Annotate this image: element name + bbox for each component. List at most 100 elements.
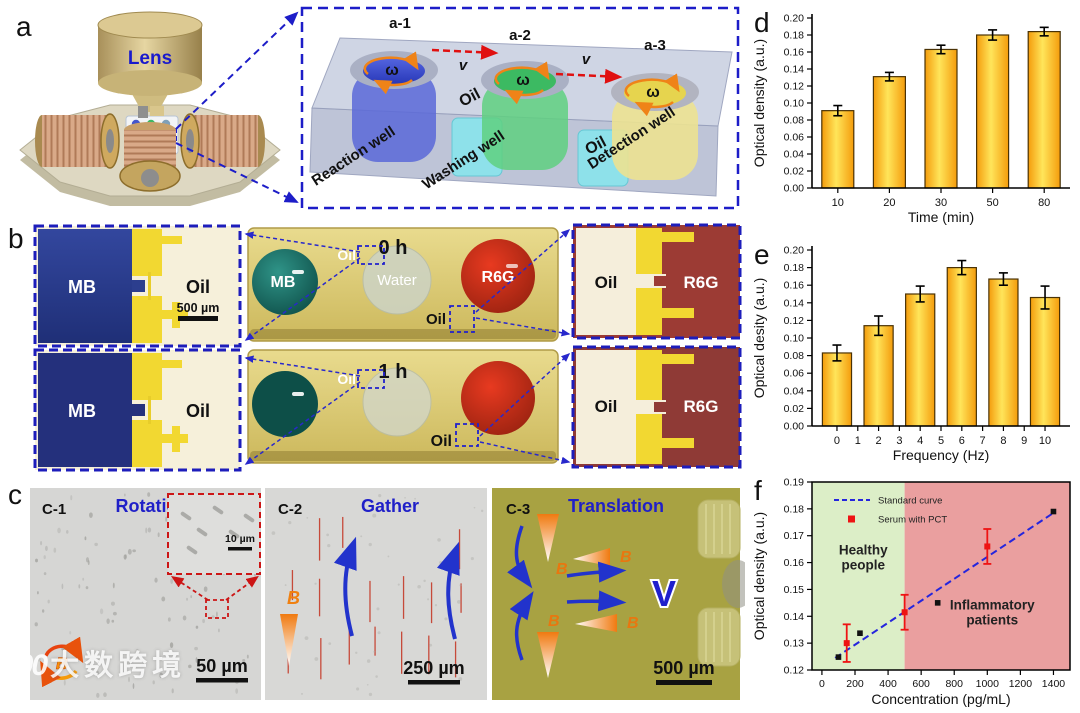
svg-text:0: 0 (834, 435, 840, 447)
svg-text:0.15: 0.15 (784, 584, 805, 596)
c3-scale-label: 500 µm (653, 658, 714, 678)
time-label-0h: 0 h (379, 237, 408, 259)
oil-r6g-inset-0h: Oil R6G (571, 223, 742, 340)
mb-oil-inset-0h: MB Oil 500 µm (33, 224, 242, 348)
b-field-label: B (556, 561, 568, 578)
magnetic-rotation-icon: B (40, 636, 84, 688)
svg-text:600: 600 (912, 678, 930, 690)
svg-text:50: 50 (986, 197, 998, 209)
field-gradient-triangle (537, 632, 559, 678)
oil-label-top: Oil (337, 247, 356, 263)
micrograph-rotation: C-1 Rotation 10 µm B 50 µm (30, 488, 261, 700)
svg-text:7: 7 (980, 435, 986, 447)
mb-well (252, 371, 318, 437)
panel-f-label: f (754, 475, 762, 506)
panel-a: a (16, 6, 740, 210)
micrograph-gather: C-2 Gather B 250 µm (265, 488, 487, 700)
c3-tag: C-3 (506, 501, 530, 518)
velocity-2: v (582, 51, 592, 68)
svg-text:2: 2 (876, 435, 882, 447)
x-axis-title: Concentration (pg/mL) (871, 691, 1010, 707)
panel-d-label: d (754, 7, 770, 38)
inset-connector-bottom (175, 142, 299, 203)
c2-title: Gather (361, 496, 419, 516)
pillar-top (697, 499, 741, 559)
field-gradient-triangle (537, 514, 559, 562)
svg-text:0.18: 0.18 (784, 262, 805, 274)
svg-text:0.19: 0.19 (784, 477, 805, 489)
water-well (362, 367, 432, 437)
mb-label: MB (68, 401, 96, 421)
oil-label: Oil (186, 401, 210, 421)
c1-tag: C-1 (42, 501, 66, 518)
y-axis-title: Optical density (a.u.) (751, 39, 767, 167)
chart-optical-density-vs-time: d 0.00 0.02 0.04 0.06 0.08 0.10 0.12 0.14 0.16 0.… (751, 7, 1070, 225)
r6g-label: R6G (684, 397, 719, 416)
panel-e-label: e (754, 239, 770, 270)
serum-point (901, 609, 908, 616)
oil-zoom-box (357, 245, 385, 265)
region-label: people (842, 558, 886, 573)
svg-text:0.20: 0.20 (784, 245, 805, 257)
region (904, 482, 1070, 670)
c1-inset-scalebar (228, 547, 252, 551)
svg-text:1200: 1200 (1009, 678, 1033, 690)
oil-label: Oil (186, 277, 210, 297)
translation-arrows (507, 525, 627, 661)
svg-text:8: 8 (1000, 435, 1006, 447)
c2-tag: C-2 (278, 501, 302, 518)
omega-1: ω (385, 62, 399, 79)
bar (976, 34, 1010, 189)
c3-scalebar (656, 680, 712, 685)
panel-c: c C-1 Rotation 10 µm (8, 479, 745, 700)
svg-text:0.18: 0.18 (784, 503, 805, 515)
legend-label: Standard curve (878, 496, 942, 507)
svg-text:1000: 1000 (976, 678, 1000, 690)
svg-text:0.14: 0.14 (784, 297, 805, 309)
bar (946, 266, 977, 427)
svg-text:0.04: 0.04 (784, 385, 805, 397)
svg-text:10: 10 (832, 197, 844, 209)
oil-label: Oil (595, 273, 618, 292)
svg-text:0.00: 0.00 (784, 183, 805, 195)
washing-well-body (482, 80, 568, 170)
bar (821, 110, 855, 189)
step-label-a1: a-1 (389, 15, 411, 32)
svg-text:0.02: 0.02 (784, 403, 805, 415)
step-label-a2: a-2 (509, 27, 531, 44)
standard-point (1050, 508, 1057, 515)
svg-text:0.13: 0.13 (784, 638, 805, 650)
c1-scalebar (196, 678, 248, 683)
bar (1029, 296, 1061, 427)
svg-text:0.00: 0.00 (784, 421, 805, 433)
svg-text:5: 5 (938, 435, 944, 447)
field-gradient-triangle (573, 548, 610, 566)
c1-scale-label: 50 µm (196, 656, 247, 676)
svg-text:0.16: 0.16 (784, 47, 805, 59)
zoom-connectors (244, 229, 571, 465)
scalebar-label: 500 µm (177, 301, 220, 315)
mb-well (252, 249, 318, 315)
b-field-label: B (627, 615, 639, 632)
svg-text:200: 200 (846, 678, 864, 690)
standard-point (835, 654, 842, 660)
svg-text:4: 4 (917, 435, 923, 447)
lens: Lens (97, 11, 203, 118)
r6g-label: R6G (684, 273, 719, 292)
panel-b-label: b (8, 223, 24, 254)
oil-label-top: Oil (337, 371, 356, 387)
c3-title: Translation (568, 496, 664, 516)
oil-label-bottom: Oil (426, 311, 446, 328)
bar (872, 76, 906, 189)
chart-optical-density-vs-frequency: e 0.00 0.02 0.04 0.06 0.08 0.10 0.12 0.14 0.16 0.… (751, 239, 1070, 463)
water-well (362, 245, 432, 315)
svg-text:6: 6 (959, 435, 965, 447)
bar (905, 293, 936, 427)
b-field-label: B (56, 654, 68, 673)
svg-text:0.06: 0.06 (784, 132, 805, 144)
svg-text:0.20: 0.20 (784, 13, 805, 25)
standard-point (857, 630, 863, 637)
svg-text:0.02: 0.02 (784, 166, 805, 178)
svg-text:0.08: 0.08 (784, 115, 805, 127)
